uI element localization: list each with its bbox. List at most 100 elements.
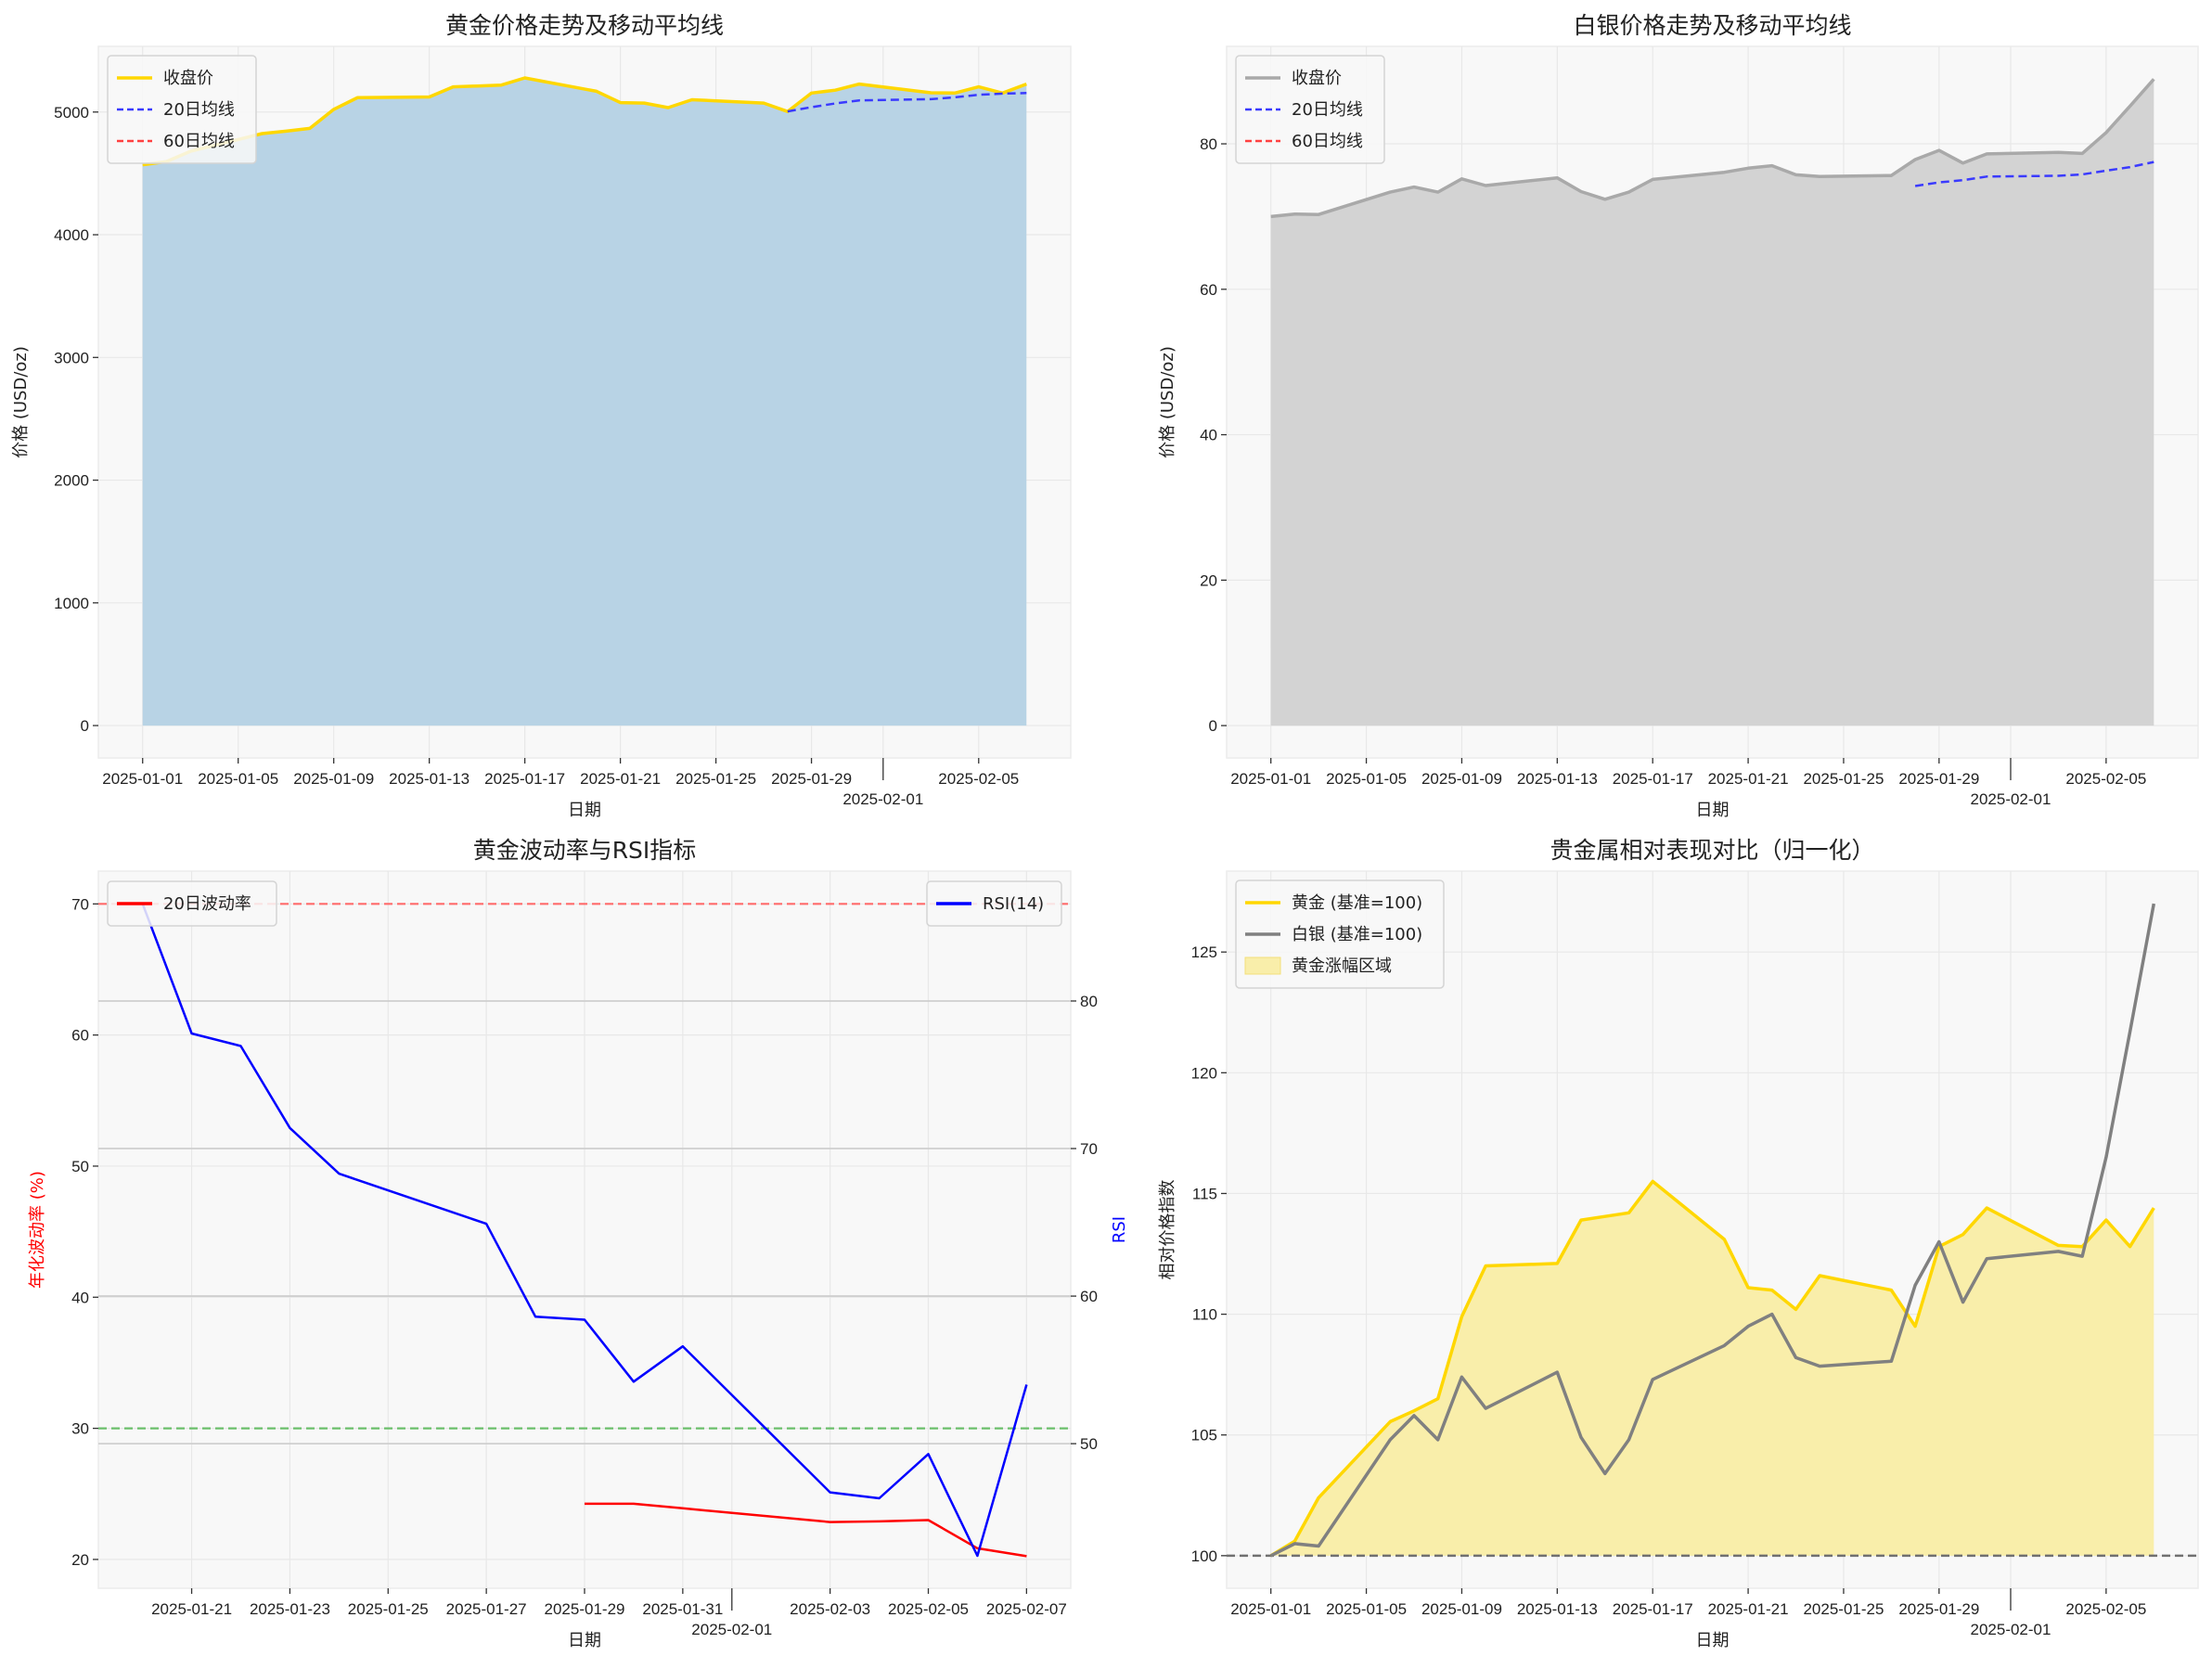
legend-label: RSI(14): [983, 894, 1044, 914]
y-tick-label: 105: [1191, 1427, 1217, 1444]
x-tick-label: 2025-01-17: [1613, 770, 1693, 788]
right-y-tick-label: 50: [1080, 1435, 1098, 1453]
y-tick-label: 2000: [54, 472, 89, 490]
x-axis-label: 日期: [1696, 1631, 1730, 1650]
x-tick-label: 2025-01-21: [151, 1600, 232, 1618]
chart-title: 黄金波动率与RSI指标: [473, 837, 697, 864]
y-tick-label: 0: [81, 717, 89, 735]
x-tick-label: 2025-02-05: [888, 1600, 969, 1618]
x-tick-label: 2025-01-13: [1517, 770, 1598, 788]
legend: 收盘价 20日均线 60日均线: [1235, 55, 1385, 164]
x-tick-label: 2025-01-21: [1708, 770, 1789, 788]
series-line-1: [1270, 78, 2155, 219]
x-tick-label: 2025-02-05: [2065, 1600, 2146, 1618]
x-tick-label: 2025-01-17: [1613, 1600, 1693, 1618]
series-line-1: [142, 76, 1027, 167]
x-tick-label: 2025-02-01: [842, 790, 923, 808]
right-y-tick-label: 80: [1080, 993, 1098, 1010]
legend: RSI(14): [926, 880, 1062, 927]
y-tick-label: 60: [71, 1027, 89, 1045]
y-tick-label: 1000: [54, 595, 89, 612]
legend-patch: [1244, 956, 1281, 975]
price-area-fill: [1270, 79, 2154, 726]
y-tick-label: 125: [1191, 944, 1217, 961]
y-tick-label: 100: [1191, 1547, 1217, 1565]
x-tick-label: 2025-01-25: [1803, 1600, 1884, 1618]
x-tick-label: 2025-01-29: [545, 1600, 625, 1618]
legend: 黄金 (基准=100) 白银 (基准=100) 黄金涨幅区域: [1235, 879, 1445, 989]
y-tick-label: 120: [1191, 1064, 1217, 1082]
x-tick-label: 2025-01-05: [198, 770, 278, 788]
x-tick-label: 2025-01-01: [102, 770, 183, 788]
x-tick-label: 2025-01-27: [446, 1600, 527, 1618]
subplot-4: 2025-01-01 2025-01-05 2025-01-09 2025-01-13…: [1158, 837, 2199, 1650]
x-axis-label: 日期: [1696, 801, 1730, 820]
legend-label: 白银 (基准=100): [1292, 925, 1422, 944]
y-tick-label: 115: [1192, 1185, 1217, 1202]
y-tick-label: 4000: [54, 226, 89, 244]
legend-label: 收盘价: [1292, 69, 1342, 88]
legend-label: 20日均线: [163, 100, 235, 120]
y-tick-label: 20: [71, 1551, 89, 1569]
y-axis-label: 年化波动率 (%): [28, 1171, 47, 1289]
legend-label: 黄金涨幅区域: [1292, 956, 1392, 976]
legend: 20日波动率: [107, 880, 277, 927]
y-tick-label: 5000: [54, 104, 89, 122]
y-axis-label: 价格 (USD/oz): [1158, 346, 1177, 458]
x-tick-label: 2025-02-01: [691, 1621, 772, 1638]
y-axis-label: 相对价格指数: [1158, 1180, 1177, 1280]
y-axis-label: 价格 (USD/oz): [11, 346, 31, 458]
y-tick-label: 30: [71, 1420, 89, 1438]
price-area-fill: [142, 78, 1027, 726]
subplot-1: 2025-01-01 2025-01-05 2025-01-09 2025-01-13…: [11, 12, 1072, 820]
x-tick-label: 2025-01-29: [1898, 1600, 1979, 1618]
chart-title: 贵金属相对表现对比（归一化）: [1550, 837, 1874, 864]
x-tick-label: 2025-01-09: [1421, 770, 1502, 788]
x-tick-label: 2025-01-31: [642, 1600, 723, 1618]
x-tick-label: 2025-01-29: [771, 770, 852, 788]
legend-box: [1235, 879, 1445, 989]
x-tick-label: 2025-01-13: [389, 770, 469, 788]
x-tick-label: 2025-01-29: [1898, 770, 1979, 788]
legend-box: [107, 55, 257, 164]
chart-title: 白银价格走势及移动平均线: [1573, 12, 1851, 39]
y-tick-label: 60: [1200, 281, 1217, 299]
series-line-2: [1269, 903, 2156, 1558]
x-tick-label: 2025-01-21: [1708, 1600, 1789, 1618]
legend: 收盘价 20日均线 60日均线: [107, 55, 257, 164]
x-tick-label: 2025-01-09: [1421, 1600, 1502, 1618]
x-tick-label: 2025-02-05: [938, 770, 1019, 788]
x-tick-label: 2025-01-05: [1326, 1600, 1407, 1618]
chart-title: 黄金价格走势及移动平均线: [445, 12, 724, 39]
y-tick-label: 3000: [54, 349, 89, 366]
x-tick-label: 2025-01-05: [1326, 770, 1407, 788]
x-tick-label: 2025-02-01: [1971, 1621, 2051, 1638]
legend-box: [1235, 55, 1385, 164]
right-y-tick-label: 70: [1080, 1140, 1098, 1158]
subplot-2: 2025-01-01 2025-01-05 2025-01-09 2025-01-13…: [1158, 12, 2199, 820]
right-y-axis-label: RSI: [1110, 1216, 1129, 1243]
y-tick-label: 110: [1192, 1306, 1217, 1324]
x-tick-label: 2025-01-01: [1230, 770, 1311, 788]
legend-box: [926, 880, 1062, 927]
x-axis-label: 日期: [568, 801, 601, 820]
x-tick-label: 2025-02-03: [790, 1600, 870, 1618]
y-tick-label: 40: [1200, 427, 1217, 444]
x-tick-label: 2025-01-21: [580, 770, 661, 788]
x-tick-label: 2025-02-01: [1971, 790, 2051, 808]
x-tick-label: 2025-01-17: [484, 770, 565, 788]
x-tick-label: 2025-01-13: [1517, 1600, 1598, 1618]
right-y-tick-label: 60: [1080, 1288, 1098, 1305]
legend-box: [107, 880, 277, 927]
x-tick-label: 2025-01-25: [1803, 770, 1884, 788]
x-tick-label: 2025-02-07: [986, 1600, 1067, 1618]
legend-label: 60日均线: [163, 132, 235, 151]
x-tick-label: 2025-01-25: [675, 770, 756, 788]
legend-label: 60日均线: [1292, 132, 1363, 151]
gold-gain-area: [1270, 1181, 2154, 1556]
legend-label: 20日波动率: [163, 894, 251, 914]
x-tick-label: 2025-02-05: [2065, 770, 2146, 788]
x-tick-label: 2025-01-23: [250, 1600, 330, 1618]
series-line-1: [1269, 1179, 2155, 1558]
